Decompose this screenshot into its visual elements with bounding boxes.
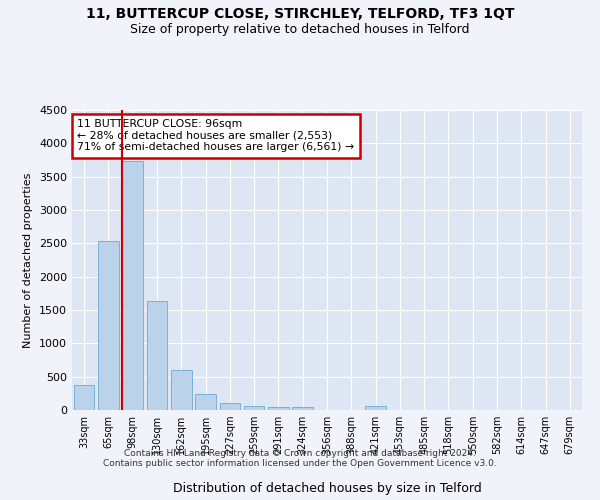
Text: Distribution of detached houses by size in Telford: Distribution of detached houses by size … [173, 482, 481, 495]
Text: Contains public sector information licensed under the Open Government Licence v3: Contains public sector information licen… [103, 458, 497, 468]
Text: Contains HM Land Registry data © Crown copyright and database right 2024.: Contains HM Land Registry data © Crown c… [124, 448, 476, 458]
Text: 11 BUTTERCUP CLOSE: 96sqm
← 28% of detached houses are smaller (2,553)
71% of se: 11 BUTTERCUP CLOSE: 96sqm ← 28% of detac… [77, 119, 354, 152]
Text: 11, BUTTERCUP CLOSE, STIRCHLEY, TELFORD, TF3 1QT: 11, BUTTERCUP CLOSE, STIRCHLEY, TELFORD,… [86, 8, 514, 22]
Bar [365, 406, 386, 410]
Y-axis label: Number of detached properties: Number of detached properties [23, 172, 34, 348]
Bar [292, 406, 313, 410]
Text: Size of property relative to detached houses in Telford: Size of property relative to detached ho… [130, 22, 470, 36]
Bar [74, 384, 94, 410]
Bar [98, 242, 119, 410]
Bar [171, 370, 191, 410]
Bar [244, 406, 265, 410]
Bar [146, 302, 167, 410]
Bar [268, 406, 289, 410]
Bar [220, 402, 240, 410]
Bar [195, 394, 216, 410]
Bar [122, 162, 143, 410]
